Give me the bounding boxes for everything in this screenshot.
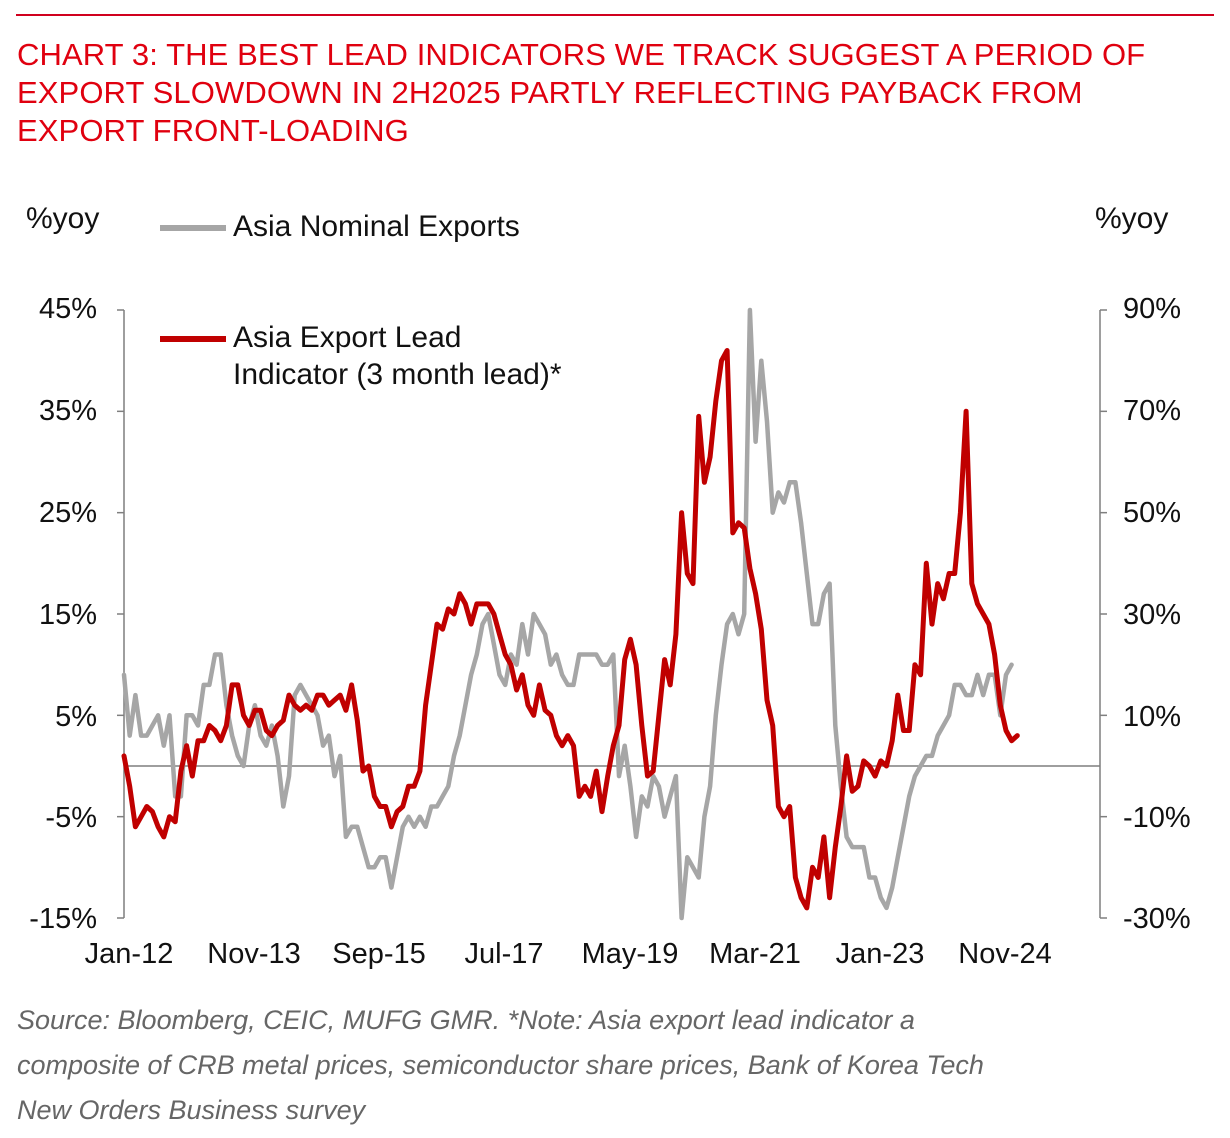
- right-tick-label: 30%: [1123, 599, 1182, 631]
- top-rule: [16, 14, 1214, 16]
- right-tick-label: 10%: [1123, 701, 1182, 733]
- right-axis-unit: %yoy: [1095, 202, 1169, 235]
- x-tick-label: May-19: [581, 938, 679, 970]
- chart-title: CHART 3: THE BEST LEAD INDICATORS WE TRA…: [17, 36, 1207, 150]
- title-line-2: EXPORT SLOWDOWN IN 2H2025 PARTLY REFLECT…: [17, 75, 1083, 110]
- source-line-1: Source: Bloomberg, CEIC, MUFG GMR. *Note…: [17, 1005, 915, 1035]
- x-tick-label: Nov-13: [207, 938, 301, 970]
- legend-red-label: Asia Export Lead Indicator (3 month lead…: [233, 319, 562, 393]
- right-tick-label: 70%: [1123, 395, 1182, 427]
- legend-swatch-grey: [160, 225, 226, 231]
- legend-red-label-line-1: Asia Export Lead: [233, 321, 462, 354]
- x-tick-label: Jan-23: [835, 938, 925, 970]
- right-tick-label: 50%: [1123, 497, 1182, 529]
- legend-red-label-line-2: Indicator (3 month lead)*: [233, 358, 562, 391]
- x-tick-label: Nov-24: [958, 938, 1052, 970]
- left-tick-label: -15%: [29, 903, 97, 935]
- right-tick-label: -10%: [1123, 802, 1191, 834]
- left-tick-label: -5%: [45, 802, 97, 834]
- right-tick-label: -30%: [1123, 903, 1191, 935]
- right-tick-label: 90%: [1123, 293, 1182, 325]
- legend-swatch-red: [160, 336, 226, 342]
- left-axis-unit: %yoy: [26, 202, 100, 235]
- left-tick-label: 35%: [38, 395, 97, 427]
- series-line-asia-export-lead-indicator: [121, 348, 1020, 911]
- source-note: Source: Bloomberg, CEIC, MUFG GMR. *Note…: [17, 998, 1212, 1133]
- left-tick-label: 45%: [38, 293, 97, 325]
- left-tick-label: 15%: [38, 599, 97, 631]
- source-line-3: New Orders Business survey: [17, 1095, 366, 1125]
- title-line-1: CHART 3: THE BEST LEAD INDICATORS WE TRA…: [17, 37, 1146, 72]
- x-tick-label: Jul-17: [464, 938, 544, 970]
- legend-grey-label: Asia Nominal Exports: [233, 210, 520, 243]
- x-tick-label: Mar-21: [709, 938, 801, 970]
- source-line-2: composite of CRB metal prices, semicondu…: [17, 1050, 984, 1080]
- left-tick-label: 5%: [55, 701, 97, 733]
- title-line-3: EXPORT FRONT-LOADING: [17, 113, 409, 148]
- series-line-asia-nominal-exports: [121, 307, 1014, 921]
- left-tick-label: 25%: [38, 497, 97, 529]
- x-tick-label: Sep-15: [332, 938, 426, 970]
- x-tick-label: Jan-12: [84, 938, 174, 970]
